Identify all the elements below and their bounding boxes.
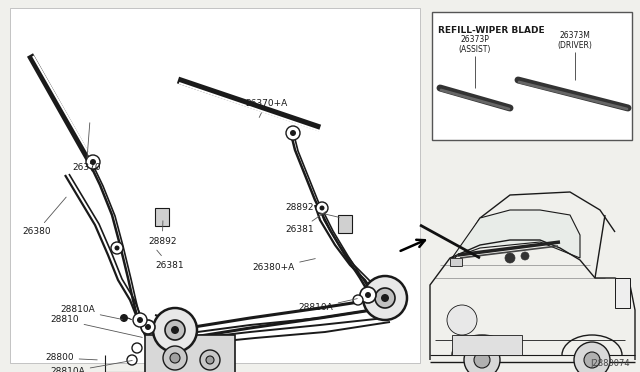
Text: 26370: 26370	[72, 123, 100, 173]
Circle shape	[464, 342, 500, 372]
Circle shape	[574, 342, 610, 372]
Polygon shape	[452, 210, 580, 258]
Circle shape	[353, 295, 363, 305]
Text: J2880074: J2880074	[590, 359, 630, 368]
Text: 28810: 28810	[50, 315, 142, 337]
Text: 26370+A: 26370+A	[245, 99, 287, 118]
Text: 28800: 28800	[45, 353, 97, 362]
Circle shape	[132, 343, 142, 353]
Text: 26380: 26380	[22, 197, 66, 237]
Circle shape	[141, 320, 155, 334]
Text: 28892: 28892	[148, 221, 177, 246]
Circle shape	[316, 202, 328, 214]
Circle shape	[153, 308, 197, 352]
Circle shape	[474, 352, 490, 368]
Circle shape	[521, 252, 529, 260]
Circle shape	[90, 159, 96, 165]
Circle shape	[363, 276, 407, 320]
Circle shape	[447, 305, 477, 335]
Text: 28810A: 28810A	[60, 305, 122, 320]
Circle shape	[137, 317, 143, 323]
Text: 26381: 26381	[285, 212, 326, 234]
Bar	[10, 8, 420, 363]
Circle shape	[111, 242, 123, 254]
Text: 26373M
(DRIVER): 26373M (DRIVER)	[557, 31, 593, 50]
Circle shape	[86, 155, 100, 169]
Bar	[338, 215, 352, 233]
Circle shape	[319, 205, 324, 211]
Bar	[615, 278, 630, 308]
Bar	[452, 335, 522, 355]
Bar	[432, 12, 632, 140]
Circle shape	[206, 356, 214, 364]
Circle shape	[375, 288, 395, 308]
Text: 26381: 26381	[155, 250, 184, 269]
Circle shape	[290, 130, 296, 136]
Bar	[145, 335, 235, 372]
Text: 28892: 28892	[285, 203, 339, 217]
Circle shape	[145, 324, 151, 330]
Circle shape	[360, 287, 376, 303]
Circle shape	[163, 346, 187, 370]
Circle shape	[115, 246, 120, 250]
Circle shape	[120, 314, 128, 322]
Circle shape	[165, 320, 185, 340]
Text: REFILL-WIPER BLADE: REFILL-WIPER BLADE	[438, 26, 545, 35]
Bar	[450, 258, 462, 266]
Circle shape	[171, 326, 179, 334]
Circle shape	[170, 353, 180, 363]
Circle shape	[365, 292, 371, 298]
Text: 26373P
(ASSIST): 26373P (ASSIST)	[459, 35, 491, 54]
Circle shape	[286, 126, 300, 140]
Text: 28810A: 28810A	[50, 360, 132, 372]
Circle shape	[200, 350, 220, 370]
Circle shape	[381, 294, 389, 302]
Circle shape	[584, 352, 600, 368]
Circle shape	[133, 313, 147, 327]
Circle shape	[505, 253, 515, 263]
Circle shape	[127, 355, 137, 365]
Text: 26380+A: 26380+A	[252, 259, 316, 273]
Text: 28810A: 28810A	[298, 299, 357, 312]
Bar	[155, 208, 169, 226]
